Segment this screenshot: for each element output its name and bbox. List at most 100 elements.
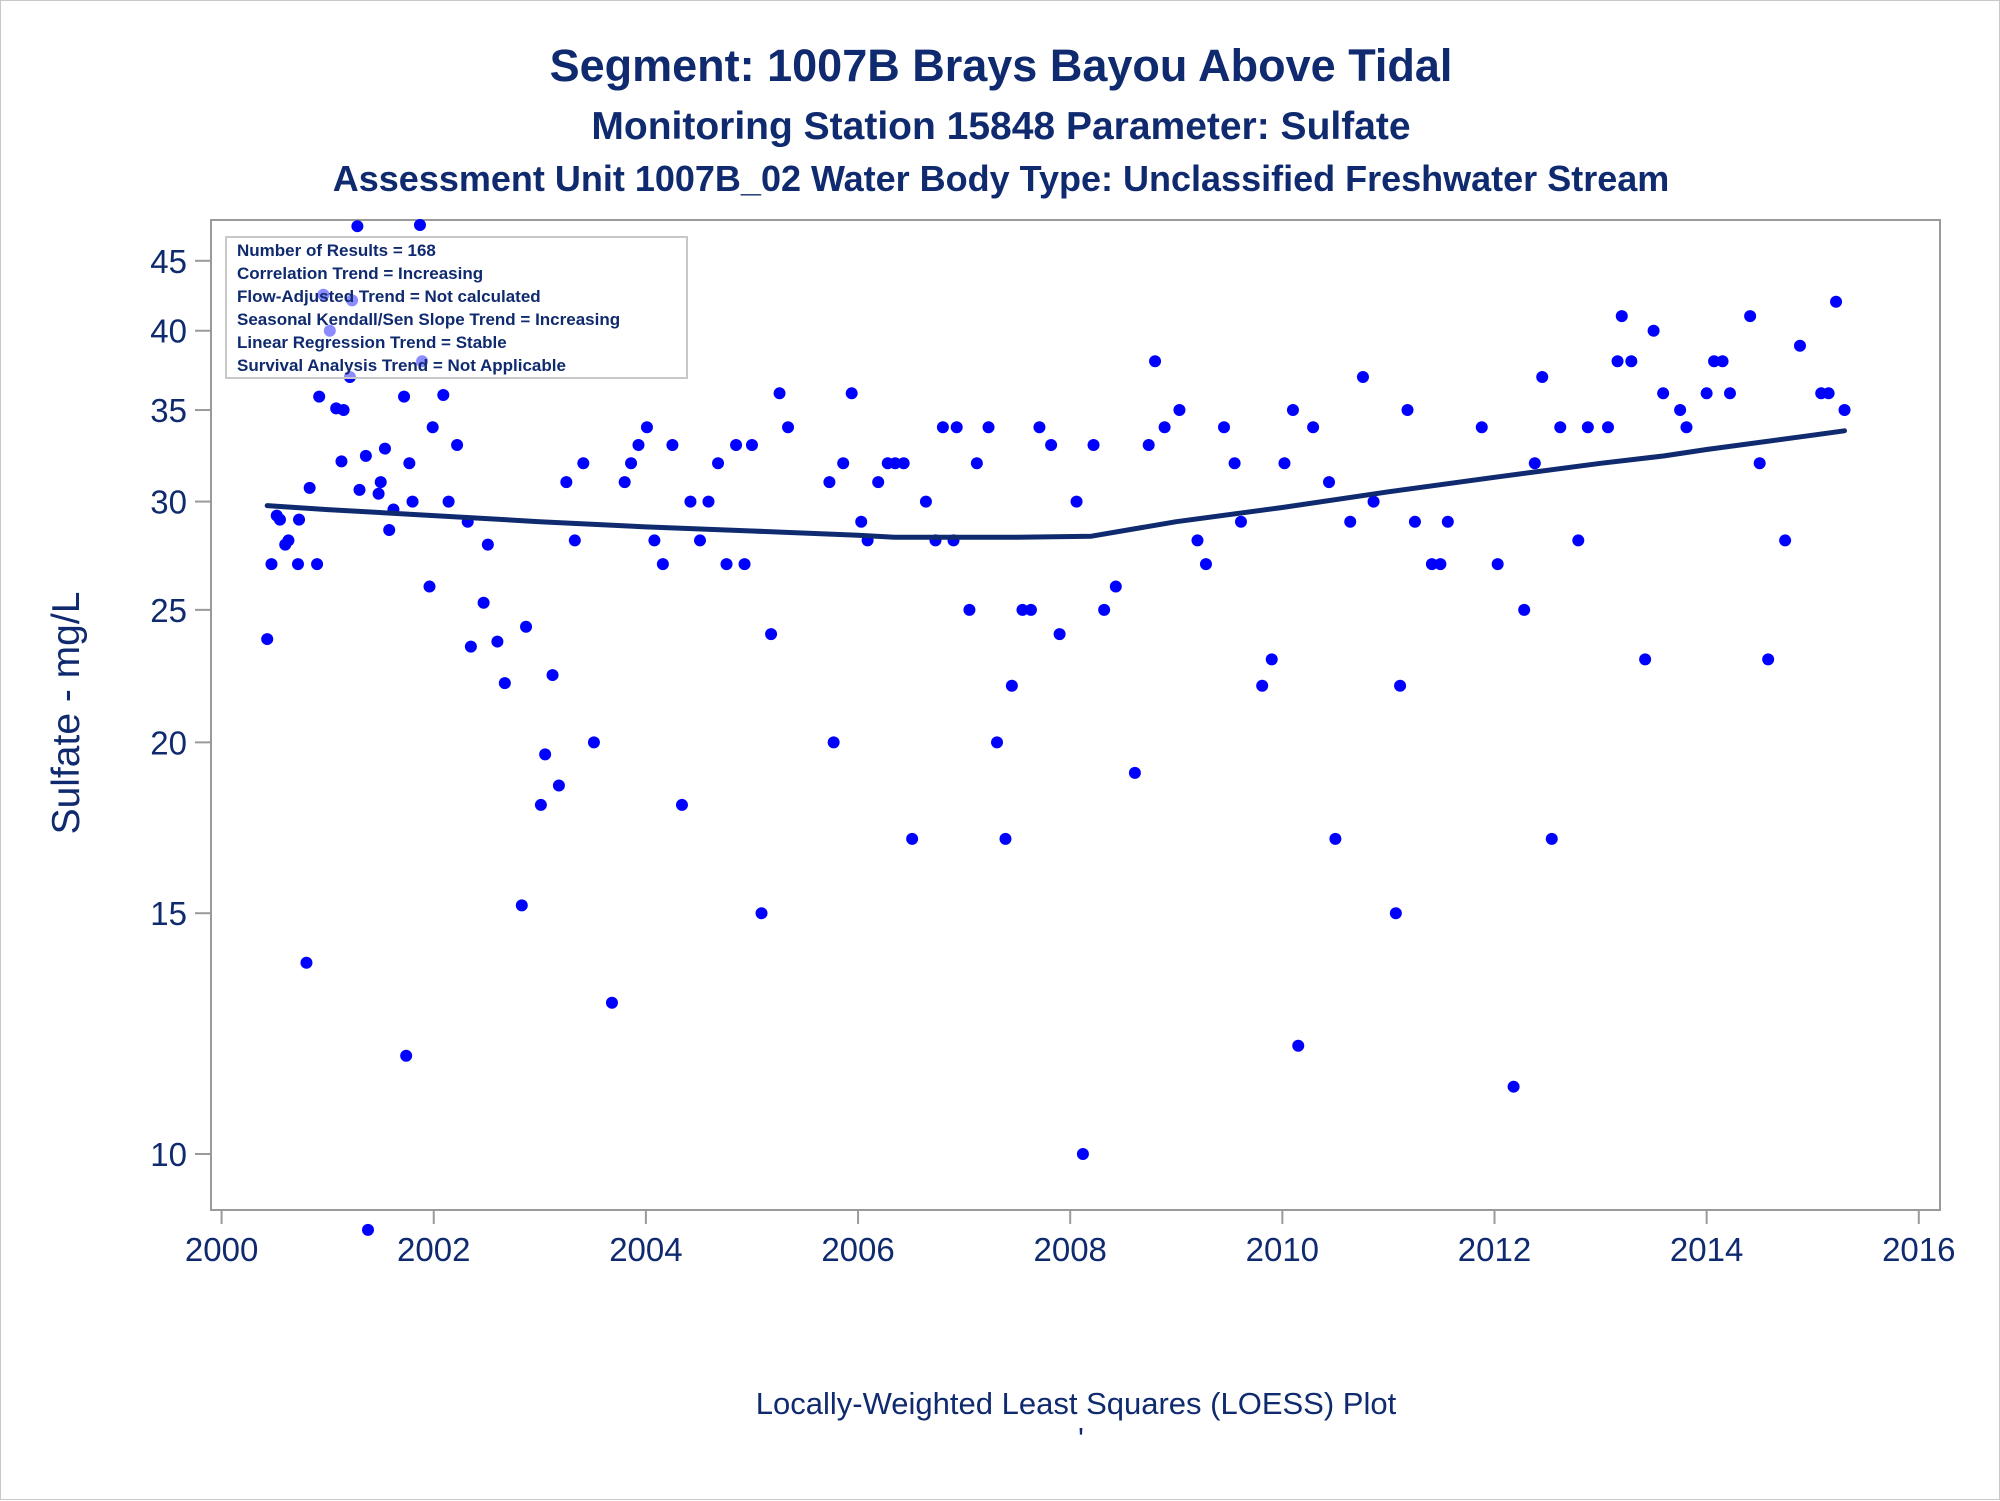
data-point — [351, 220, 364, 233]
chart-subtitle: Monitoring Station 15848 Parameter: Sulf… — [591, 105, 1410, 148]
data-point — [1394, 679, 1407, 692]
data-point — [1016, 603, 1029, 616]
x-tick-label: 2002 — [397, 1231, 470, 1268]
data-point — [1076, 1147, 1089, 1160]
data-point — [261, 633, 274, 646]
x-tick-label: 2004 — [609, 1231, 682, 1268]
x-tick-label: 2012 — [1458, 1231, 1531, 1268]
data-point — [337, 404, 350, 417]
y-tick-label: 35 — [150, 392, 187, 429]
data-point — [1408, 515, 1421, 528]
data-point — [374, 476, 387, 489]
data-point — [1005, 679, 1018, 692]
data-point — [605, 996, 618, 1009]
data-point — [560, 476, 573, 489]
data-point — [1218, 421, 1231, 434]
data-point — [1753, 457, 1766, 470]
data-point — [1830, 295, 1843, 308]
data-point — [359, 449, 372, 462]
data-point — [845, 387, 858, 400]
data-point — [1098, 603, 1111, 616]
data-point — [1680, 421, 1693, 434]
data-point — [1307, 421, 1320, 434]
data-point — [1779, 534, 1792, 547]
footnote-mark: ' — [1078, 1421, 1084, 1456]
data-point — [1441, 515, 1454, 528]
data-point — [1838, 404, 1851, 417]
data-point — [837, 457, 850, 470]
plot-area — [210, 219, 1941, 1211]
data-point — [1070, 495, 1083, 508]
data-point — [1142, 438, 1155, 451]
data-point — [666, 438, 679, 451]
data-point — [398, 390, 411, 403]
x-tick-label: 2014 — [1670, 1231, 1743, 1268]
data-point — [1053, 628, 1066, 641]
data-point — [539, 748, 552, 761]
data-point — [782, 421, 795, 434]
data-point — [300, 956, 313, 969]
data-point — [1228, 457, 1241, 470]
data-point — [1024, 603, 1037, 616]
footnote: Locally-Weighted Least Squares (LOESS) P… — [756, 1386, 1397, 1421]
data-point — [1762, 653, 1775, 666]
data-point — [1708, 355, 1721, 368]
data-point — [361, 1223, 374, 1236]
data-point — [982, 421, 995, 434]
data-point — [1475, 421, 1488, 434]
data-point — [1256, 679, 1269, 692]
data-point — [855, 515, 868, 528]
x-tick-label: 2008 — [1033, 1231, 1106, 1268]
data-point — [1367, 495, 1380, 508]
info-line: Flow-Adjusted Trend = Not calculated — [237, 287, 541, 306]
data-point — [1581, 421, 1594, 434]
data-point — [335, 455, 348, 468]
data-point — [265, 558, 278, 571]
data-point — [1158, 421, 1171, 434]
data-point — [827, 736, 840, 749]
data-point — [936, 421, 949, 434]
data-point — [587, 736, 600, 749]
data-point — [640, 421, 653, 434]
data-point — [1265, 653, 1278, 666]
data-point — [1199, 558, 1212, 571]
data-point — [577, 457, 590, 470]
data-point — [684, 495, 697, 508]
info-line: Survival Analysis Trend = Not Applicable — [237, 356, 566, 375]
y-tick-label: 15 — [150, 895, 187, 932]
data-point — [426, 421, 439, 434]
data-point — [693, 534, 706, 547]
y-axis-label: Sulfate - mg/L — [45, 592, 88, 835]
data-point — [1045, 438, 1058, 451]
loess-line-group — [264, 428, 1847, 540]
data-point — [1528, 457, 1541, 470]
data-point — [353, 483, 366, 496]
data-point — [823, 476, 836, 489]
data-point — [889, 457, 902, 470]
data-point — [963, 603, 976, 616]
data-point — [1716, 355, 1729, 368]
data-point — [1401, 404, 1414, 417]
data-point — [1087, 438, 1100, 451]
data-point — [372, 487, 385, 500]
x-tick-label: 2016 — [1882, 1231, 1955, 1268]
y-tick-label: 40 — [150, 313, 187, 350]
data-point — [413, 218, 426, 231]
data-point — [520, 620, 533, 633]
data-point — [675, 798, 688, 811]
y-tick-label: 45 — [150, 243, 187, 280]
data-point — [1545, 832, 1558, 845]
data-point — [765, 628, 778, 641]
data-point — [919, 495, 932, 508]
data-point — [273, 513, 286, 526]
info-line: Linear Regression Trend = Stable — [237, 333, 507, 352]
data-point — [897, 457, 910, 470]
data-point — [755, 907, 768, 920]
data-point — [1109, 580, 1122, 593]
data-point — [451, 438, 464, 451]
data-point — [1647, 324, 1660, 337]
data-point — [442, 495, 455, 508]
data-point — [1491, 558, 1504, 571]
data-point — [1128, 766, 1141, 779]
data-point — [481, 538, 494, 551]
